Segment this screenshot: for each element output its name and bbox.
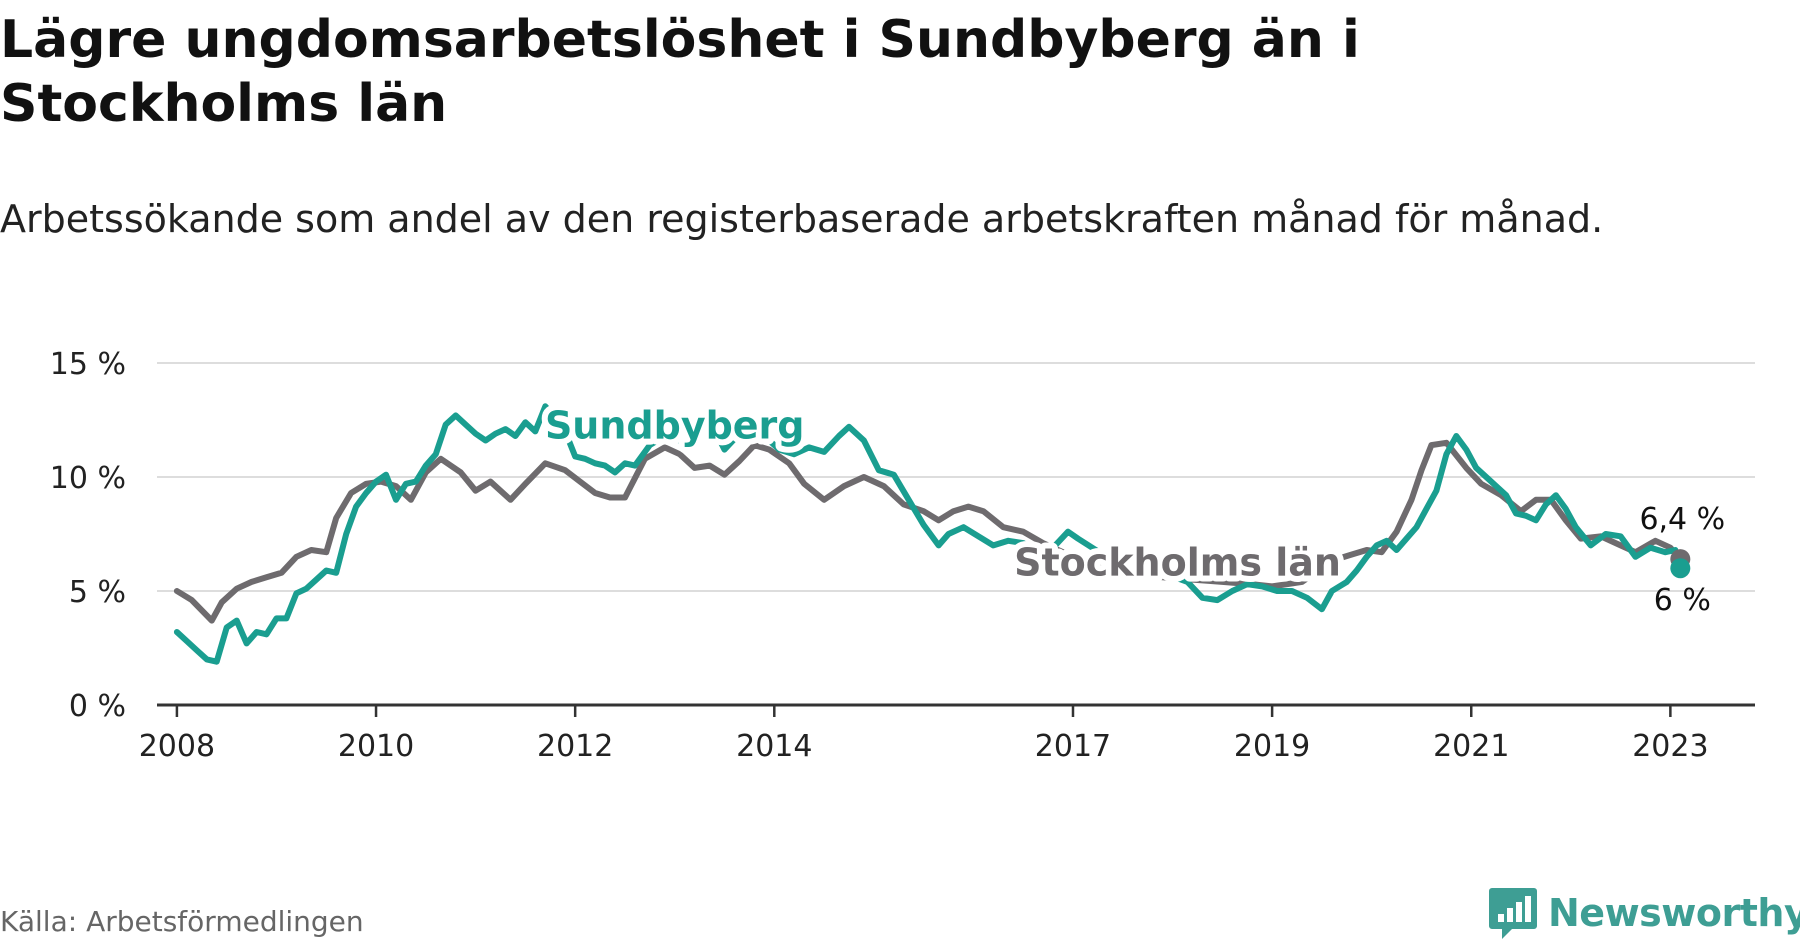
y-tick-label: 5 % [69,575,126,610]
series-name-label: Sundbyberg [545,404,805,448]
x-tick-label: 2019 [1234,729,1310,764]
brand-name: Newsworthy [1548,891,1800,935]
newsworthy-logo: Newsworthy [1488,886,1800,940]
x-axis: 2008 2010 2012 2014 2017 2019 2021 2023 [139,703,1755,764]
end-point-marker [1670,558,1691,579]
x-tick-label: 2021 [1433,729,1509,764]
y-tick-label: 0 % [69,689,126,724]
x-tick-label: 2023 [1632,729,1708,764]
y-tick-label: 10 % [50,461,126,496]
end-value-label: 6,4 % [1639,502,1725,537]
x-tick-label: 2014 [736,729,812,764]
source-note: Källa: Arbetsförmedlingen [0,905,364,938]
y-axis-ticks: 0 % 5 % 10 % 15 % [50,347,126,724]
series-name-label: Stockholms län [1014,540,1341,584]
chart-title: Lägre ungdomsarbetslöshet i Sundbyberg ä… [0,10,1360,134]
chart-subtitle: Arbetssökande som andel av den registerb… [0,197,1604,241]
line-chart: 0 %5 %10 %15 % 2008 2010 2012 2014 2017 2019 2… [50,347,1755,764]
x-tick-label: 2012 [537,729,613,764]
x-tick-label: 2010 [338,729,414,764]
series-line-sundbyberg [173,403,1684,665]
series-label-halo: Stockholms län [1014,540,1341,584]
series-label-halo: Sundbyberg [545,404,805,448]
x-tick-label: 2008 [139,729,215,764]
bar-chart-icon [1488,886,1538,940]
x-tick-label: 2017 [1035,729,1111,764]
gridlines [157,362,1755,592]
end-value-label: 6 % [1654,583,1711,618]
series-lines [173,403,1684,665]
y-tick-label: 15 % [50,347,126,382]
